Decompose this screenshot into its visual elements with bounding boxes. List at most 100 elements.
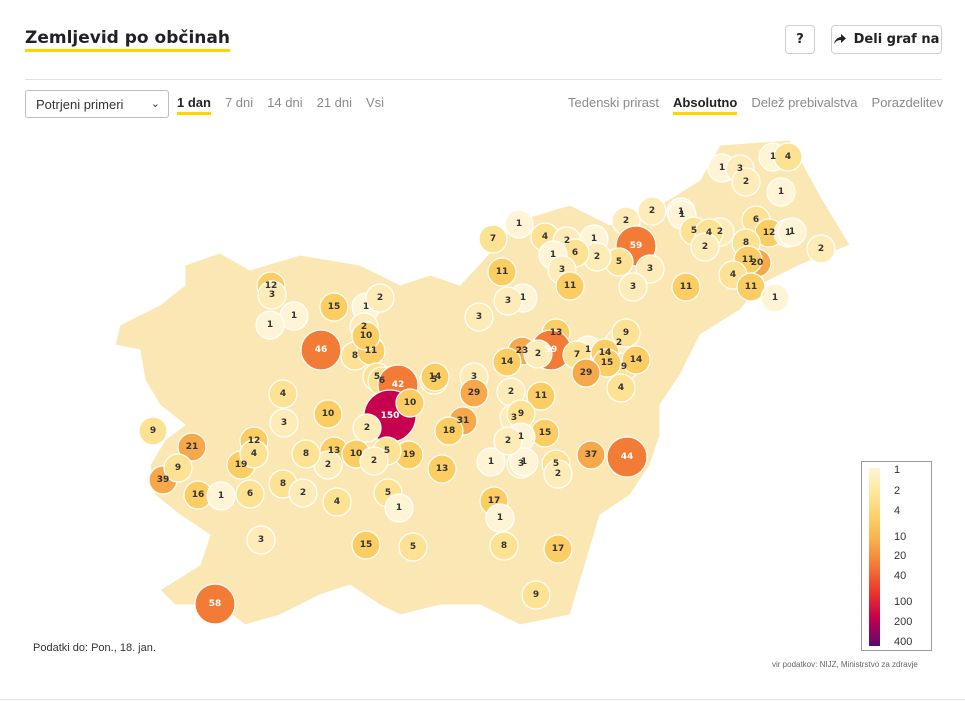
municipality-region[interactable] xyxy=(576,440,606,470)
municipality-value-label: 1 xyxy=(550,250,556,260)
tab-porazdelitev[interactable]: Porazdelitev xyxy=(871,95,944,110)
municipality-region[interactable] xyxy=(322,487,352,517)
municipality-value-label: 15 xyxy=(601,358,614,368)
municipality-region[interactable] xyxy=(606,373,636,403)
municipality-region[interactable] xyxy=(398,532,428,562)
municipality-region[interactable] xyxy=(395,388,425,418)
municipality-value-label: 11 xyxy=(564,281,577,291)
municipality-region[interactable] xyxy=(459,378,489,408)
municipality-region[interactable] xyxy=(427,454,457,484)
municipality-region[interactable] xyxy=(255,310,285,340)
municipality-region[interactable] xyxy=(766,177,796,207)
municipality-value-label: 2 xyxy=(508,387,514,397)
municipality-region[interactable] xyxy=(571,358,601,388)
municipality-region[interactable] xyxy=(177,432,207,462)
municipality-value-label: 1 xyxy=(778,187,784,197)
municipality-region[interactable] xyxy=(319,292,349,322)
share-icon xyxy=(833,34,846,44)
municipality-value-label: 11 xyxy=(535,391,548,401)
municipality-region[interactable] xyxy=(268,379,298,409)
municipality-region[interactable] xyxy=(464,302,494,332)
municipality-region[interactable] xyxy=(504,209,534,239)
municipality-value-label: 1 xyxy=(591,234,597,244)
municipality-region[interactable] xyxy=(300,329,342,371)
municipality-region[interactable] xyxy=(543,534,573,564)
tab-7-dni[interactable]: 7 dni xyxy=(224,95,254,110)
municipality-value-label: 37 xyxy=(585,450,598,460)
municipality-region[interactable] xyxy=(487,257,517,287)
tab-21-dni[interactable]: 21 dni xyxy=(316,95,353,110)
municipality-region[interactable] xyxy=(523,339,553,369)
municipality-region[interactable] xyxy=(163,453,193,483)
tab-14-dni[interactable]: 14 dni xyxy=(267,95,303,110)
municipality-region[interactable] xyxy=(194,583,236,625)
municipality-value-label: 6 xyxy=(379,376,385,386)
municipality-region[interactable] xyxy=(635,254,665,284)
municipality-region[interactable] xyxy=(434,416,464,446)
municipality-region[interactable] xyxy=(206,481,236,511)
municipality-value-label: 1 xyxy=(516,219,522,229)
municipality-region[interactable] xyxy=(239,439,269,469)
municipality-value-label: 3 xyxy=(505,296,511,306)
municipality-region[interactable] xyxy=(269,408,299,438)
municipality-value-label: 3 xyxy=(258,535,264,545)
municipality-region[interactable] xyxy=(637,196,667,226)
legend-label: 4 xyxy=(894,505,901,517)
tab-delez-prebivalstva[interactable]: Delež prebivalstva xyxy=(751,95,858,110)
municipality-value-label: 2 xyxy=(743,177,749,187)
municipality-region[interactable] xyxy=(365,283,395,313)
municipality-region[interactable] xyxy=(478,224,508,254)
municipality-region[interactable] xyxy=(476,447,506,477)
help-button[interactable]: ? xyxy=(785,25,815,54)
municipality-value-label: 11 xyxy=(745,282,758,292)
municipality-region[interactable] xyxy=(526,381,556,411)
municipality-region[interactable] xyxy=(509,447,539,477)
municipality-region[interactable] xyxy=(618,272,648,302)
municipality-region[interactable] xyxy=(671,272,701,302)
municipality-value-label: 3 xyxy=(737,164,743,174)
help-label: ? xyxy=(796,32,804,47)
municipality-region[interactable] xyxy=(420,362,450,392)
tab-tedenski-prirast[interactable]: Tedenski prirast xyxy=(568,95,660,110)
municipality-region[interactable] xyxy=(351,321,381,351)
municipality-region[interactable] xyxy=(773,142,803,172)
municipality-region[interactable] xyxy=(291,439,321,469)
municipality-region[interactable] xyxy=(138,416,168,446)
municipality-region[interactable] xyxy=(521,580,551,610)
municipality-region[interactable] xyxy=(777,217,807,247)
municipality-region[interactable] xyxy=(493,286,523,316)
municipality-region[interactable] xyxy=(384,493,414,523)
municipality-region[interactable] xyxy=(351,530,381,560)
municipality-region[interactable] xyxy=(690,232,720,262)
municipality-region[interactable] xyxy=(621,345,651,375)
municipality-region[interactable] xyxy=(806,234,836,264)
municipality-value-label: 44 xyxy=(621,452,634,462)
municipality-region[interactable] xyxy=(731,167,761,197)
municipality-region[interactable] xyxy=(555,271,585,301)
municipality-region[interactable] xyxy=(235,479,265,509)
header-divider xyxy=(25,79,942,80)
municipality-region[interactable] xyxy=(257,280,287,310)
municipality-region[interactable] xyxy=(493,426,523,456)
tab-1-dan[interactable]: 1 dan xyxy=(177,95,211,115)
municipality-region[interactable] xyxy=(736,272,766,302)
municipality-region[interactable] xyxy=(760,283,790,313)
municipality-region[interactable] xyxy=(288,478,318,508)
municipality-region[interactable] xyxy=(359,446,389,476)
municipality-value-label: 2 xyxy=(594,252,600,262)
municipality-region[interactable] xyxy=(492,347,522,377)
municipality-value-label: 2 xyxy=(564,236,570,246)
tab-vsi[interactable]: Vsi xyxy=(366,95,385,110)
metric-select[interactable]: Potrjeni primeri ⌄ xyxy=(25,90,169,118)
tab-absolutno[interactable]: Absolutno xyxy=(673,95,738,115)
share-button[interactable]: Deli graf na xyxy=(831,25,942,54)
municipality-region[interactable] xyxy=(606,436,648,478)
municipality-region[interactable] xyxy=(611,318,641,348)
municipality-region[interactable] xyxy=(246,525,276,555)
municipality-region[interactable] xyxy=(313,399,343,429)
municipality-value-label: 23 xyxy=(516,346,529,356)
municipality-region[interactable] xyxy=(352,413,382,443)
municipality-region[interactable] xyxy=(489,531,519,561)
municipality-region[interactable] xyxy=(543,459,573,489)
municipality-value-label: 9 xyxy=(623,328,629,338)
